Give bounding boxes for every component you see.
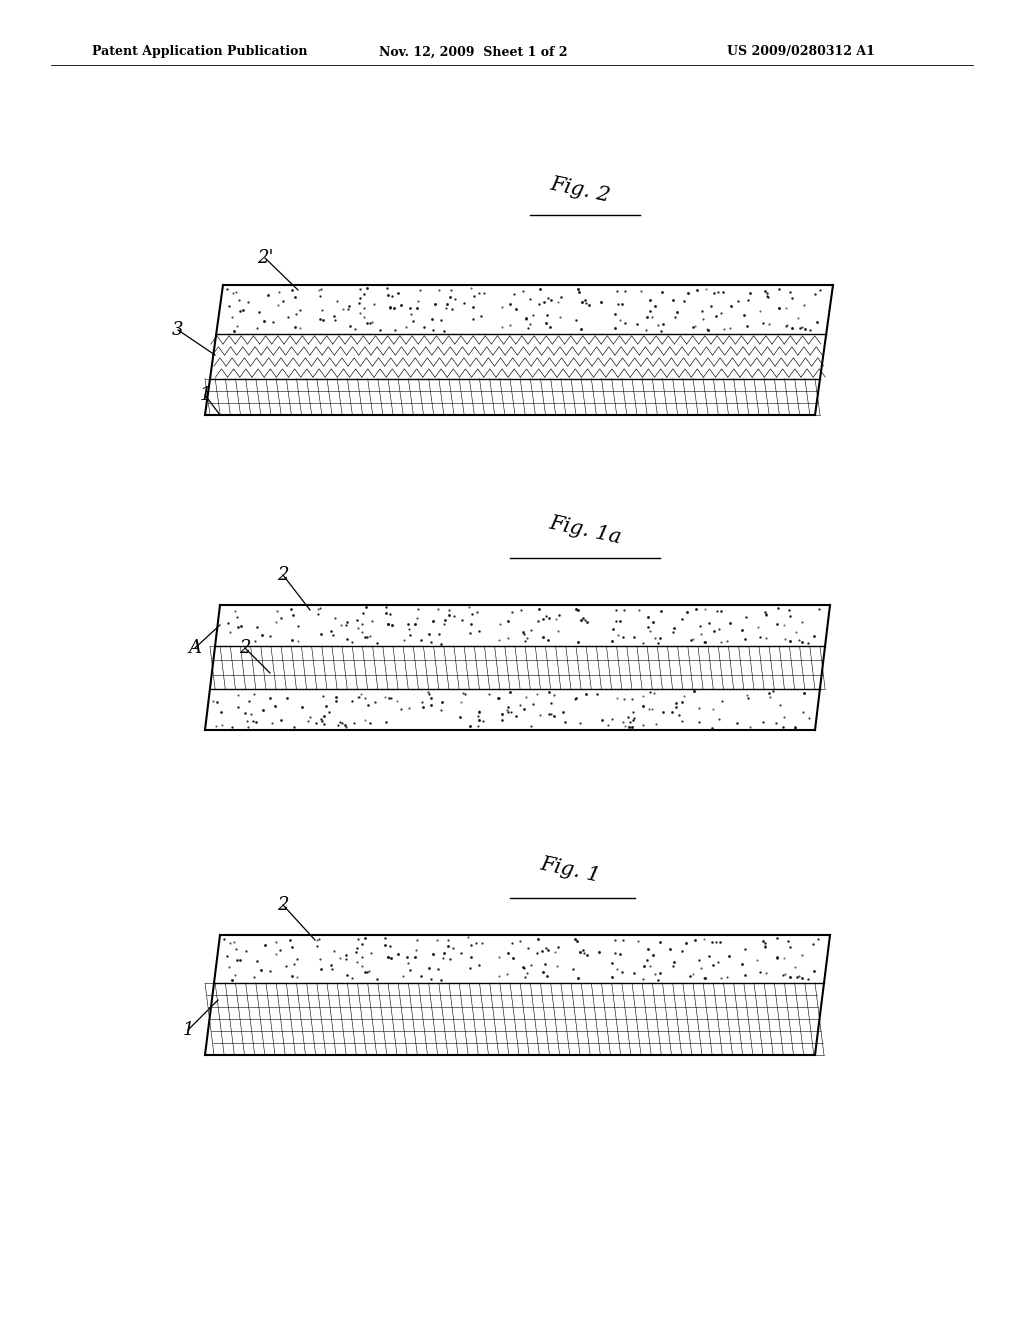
- Text: 2': 2': [257, 249, 273, 267]
- Text: Patent Application Publication: Patent Application Publication: [92, 45, 307, 58]
- Text: A: A: [188, 639, 202, 657]
- Text: Fig. 2: Fig. 2: [548, 174, 611, 206]
- Text: Fig. 1: Fig. 1: [539, 854, 602, 886]
- Text: 1: 1: [182, 1020, 194, 1039]
- Text: 1: 1: [200, 385, 211, 404]
- Text: 2: 2: [240, 639, 251, 657]
- Text: 2: 2: [278, 896, 289, 913]
- Text: 3: 3: [172, 321, 183, 339]
- Text: US 2009/0280312 A1: US 2009/0280312 A1: [727, 45, 874, 58]
- Text: Nov. 12, 2009  Sheet 1 of 2: Nov. 12, 2009 Sheet 1 of 2: [379, 45, 567, 58]
- Text: Fig. 1a: Fig. 1a: [547, 513, 623, 546]
- Text: 2: 2: [278, 566, 289, 583]
